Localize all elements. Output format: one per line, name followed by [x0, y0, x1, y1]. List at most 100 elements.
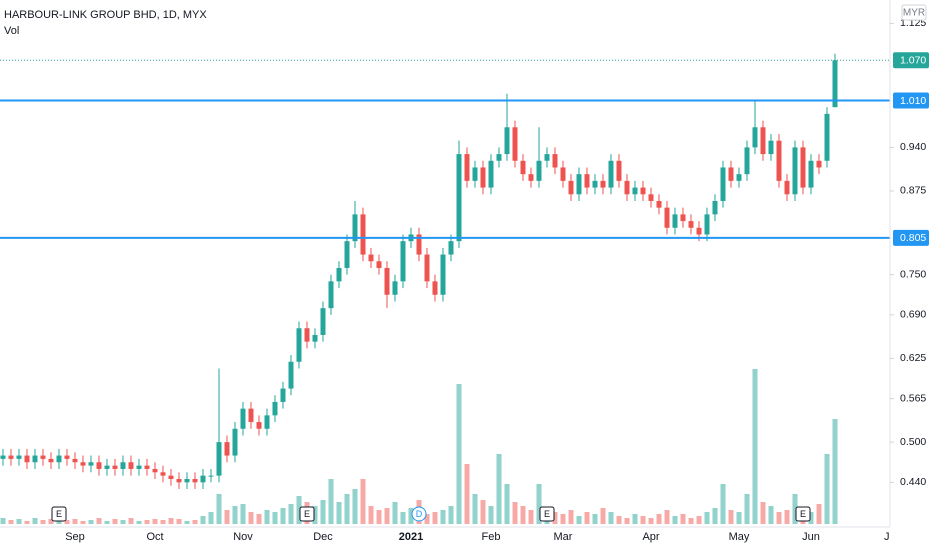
volume-bar	[448, 506, 454, 524]
candle-body	[688, 221, 694, 228]
volume-bar	[168, 518, 174, 524]
x-tick-label: Apr	[642, 531, 659, 543]
volume-bar	[752, 369, 758, 524]
last-price-label: 1.070	[900, 55, 926, 67]
volume-bar	[720, 484, 726, 524]
candle-body	[72, 458, 78, 463]
y-tick-label: 0.875	[900, 185, 926, 197]
volume-bar	[808, 512, 814, 524]
candle-body	[776, 140, 782, 181]
candle-body	[248, 408, 254, 423]
volume-bar	[208, 512, 214, 524]
candle-body	[80, 462, 86, 466]
candle-body	[432, 281, 438, 295]
volume-bar	[16, 519, 22, 524]
volume-bar	[592, 514, 598, 524]
y-tick-label: 0.750	[900, 268, 926, 280]
x-tick-label: Nov	[233, 531, 253, 543]
volume-bar	[560, 514, 566, 524]
event-label: E	[304, 509, 310, 519]
volume-bar	[656, 514, 662, 524]
event-label: E	[544, 509, 550, 519]
candle-body	[0, 455, 6, 459]
candle-body	[656, 200, 662, 208]
candle-body	[464, 154, 470, 181]
candle-body	[720, 167, 726, 201]
candle-body	[112, 465, 118, 469]
y-tick-label: 0.690	[900, 309, 926, 321]
volume-bar	[776, 512, 782, 524]
event-label: E	[56, 509, 62, 519]
volume-bar	[32, 518, 38, 524]
candle-body	[800, 147, 806, 188]
volume-bar	[744, 494, 750, 524]
volume-bar	[280, 508, 286, 524]
candle-body	[184, 478, 190, 483]
candle-body	[440, 254, 446, 295]
volume-bar	[488, 506, 494, 524]
candle-body	[360, 214, 366, 255]
volume-bar	[680, 514, 686, 524]
currency[interactable]: MYR	[903, 8, 925, 19]
candle-body	[168, 475, 174, 479]
x-tick-label: Oct	[146, 531, 163, 543]
candle-body	[704, 214, 710, 235]
candle-body	[512, 127, 518, 161]
volume-bar	[760, 502, 766, 524]
volume-bar	[728, 510, 734, 524]
price-axis-panel	[890, 0, 932, 550]
volume-bar	[536, 484, 542, 524]
candle-body	[672, 214, 678, 228]
candle-body	[264, 415, 270, 429]
event-marker	[539, 506, 555, 522]
volume-bar	[336, 502, 342, 524]
candle-body	[96, 462, 102, 469]
chart-title: HARBOUR-LINK GROUP BHD, 1D, MYX	[4, 9, 207, 21]
volume-bar	[816, 504, 822, 524]
candle-body	[352, 214, 358, 242]
candle-body	[784, 180, 790, 195]
volume-bar	[80, 521, 86, 524]
x-tick-label: Dec	[313, 531, 333, 543]
volume-bar	[40, 520, 46, 524]
last-price-box	[893, 52, 929, 69]
candle-body	[576, 174, 582, 195]
event-marker	[795, 506, 811, 522]
candle-body	[48, 458, 54, 463]
volume-bar	[96, 518, 102, 524]
volume-bar	[696, 516, 702, 524]
candle-body	[336, 267, 342, 282]
candle-body	[744, 147, 750, 175]
candle-body	[712, 200, 718, 215]
candle-body	[288, 361, 294, 389]
event-marker	[299, 506, 315, 522]
volume-bar	[584, 512, 590, 524]
volume-bar	[768, 506, 774, 524]
volume-bar	[712, 508, 718, 524]
candle-body	[480, 167, 486, 188]
candle-body	[568, 180, 574, 195]
volume-bar	[344, 494, 350, 524]
volume-bar	[688, 518, 694, 524]
currency-box[interactable]	[901, 4, 927, 21]
candle-body	[160, 472, 166, 476]
candle-body	[176, 478, 182, 483]
candle-body	[808, 160, 814, 188]
candle-body	[416, 234, 422, 255]
candle-body	[752, 127, 758, 148]
candle-body	[368, 254, 374, 262]
volume-bar	[112, 519, 118, 524]
candle-body	[424, 254, 430, 282]
volume-bar	[160, 520, 166, 524]
volume-bar	[0, 518, 6, 524]
candle-body	[528, 174, 534, 181]
event-label: E	[800, 509, 806, 519]
candle-body	[376, 261, 382, 268]
volume-label: Vol	[4, 25, 19, 37]
volume-bar	[248, 512, 254, 524]
candle-body	[216, 442, 222, 476]
candle-body	[648, 194, 654, 201]
